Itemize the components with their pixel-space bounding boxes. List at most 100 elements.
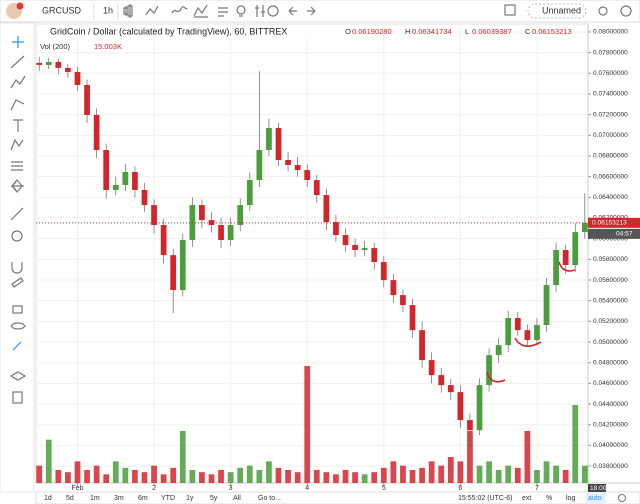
y-tick-label: 0.07600000 [593, 70, 628, 77]
volume-bar [562, 470, 569, 483]
symbol[interactable]: GRCUSD [42, 5, 82, 15]
candle-body [543, 285, 550, 326]
volume-bar [534, 470, 540, 483]
badge [16, 2, 24, 10]
volume-bar [419, 467, 425, 483]
volume-bar [218, 470, 224, 483]
volume-bar [55, 470, 62, 483]
volume-bar [581, 465, 588, 483]
y-tick-label: 0.04000000 [593, 442, 628, 449]
candle-body [237, 205, 244, 226]
candle-body [400, 295, 406, 306]
range-button[interactable]: 1y [186, 495, 194, 502]
candle-body [447, 385, 454, 393]
interval[interactable]: 1h [103, 5, 113, 15]
volume-bar [352, 472, 358, 483]
range-button[interactable]: 3m [114, 495, 124, 502]
drawing-tools[interactable] [9, 36, 27, 404]
candle-body [380, 262, 387, 281]
volume-bar [390, 461, 397, 483]
volume-bar [160, 474, 167, 483]
y-tick-label: 0.05800000 [593, 256, 628, 263]
candle-body [179, 240, 186, 291]
candle-body [390, 280, 397, 296]
range-button[interactable]: 6m [138, 495, 148, 502]
y-tick-label: 0.07400000 [593, 91, 628, 98]
volume-bar [438, 465, 445, 483]
range-button[interactable]: All [233, 495, 241, 502]
option-button[interactable]: auto [588, 495, 602, 502]
x-tick-label: Feb [71, 485, 83, 492]
y-tick-label: 0.04200000 [593, 421, 628, 428]
volume-bar [486, 461, 492, 483]
volume-bar [170, 467, 177, 483]
candle-body [438, 375, 445, 386]
left-toolbar [0, 22, 35, 493]
ohlc-value: 0.06341734 [412, 27, 452, 36]
volume-bar [189, 470, 196, 483]
volume-layer [36, 366, 588, 483]
candle-body [514, 318, 521, 331]
toolbar-icons[interactable] [123, 4, 516, 18]
layout-name[interactable]: Unnamed [542, 5, 581, 15]
option-button[interactable]: ext [522, 495, 531, 502]
candle-body [352, 245, 358, 251]
volume-bar [84, 470, 90, 483]
candle-body [45, 61, 52, 65]
candle-body [486, 355, 492, 386]
volume-bar [543, 461, 550, 483]
range-button[interactable]: 5d [66, 495, 74, 502]
candle-body [122, 172, 129, 186]
user-drawings[interactable] [486, 261, 576, 383]
candle-body [285, 160, 291, 165]
range-button[interactable]: YTD [161, 495, 175, 502]
settings-button[interactable] [618, 494, 626, 502]
settings-icons[interactable] [598, 5, 632, 17]
volume-bar [467, 431, 473, 483]
range-button[interactable]: 1d [44, 495, 52, 502]
ohlc-value: 0.06190280 [352, 27, 392, 36]
candle-body [93, 114, 100, 150]
candle-body [505, 318, 512, 346]
volume-bar [208, 474, 215, 483]
ohlc-key: H [405, 27, 410, 36]
y-tick-label: 0.07800000 [593, 49, 628, 56]
candle-body [313, 180, 320, 196]
volume-bar [524, 431, 531, 483]
option-button[interactable]: log [566, 495, 575, 502]
range-button[interactable]: 5y [210, 495, 218, 502]
y-tick-label: 0.06400000 [593, 194, 628, 201]
layout-button[interactable] [527, 3, 587, 19]
candle-body [65, 67, 71, 72]
volume-bar [457, 461, 464, 483]
volume-bar [476, 465, 483, 483]
volume-label: Vol (200) [40, 42, 71, 51]
clock: 15:55:02 (UTC-6) [458, 495, 512, 502]
volume-bar [553, 465, 559, 483]
candle-body [266, 127, 272, 150]
volume-bar [294, 472, 301, 483]
candle-body [55, 61, 62, 68]
candle-body [457, 392, 464, 421]
ohlc-value: 0.06153213 [532, 27, 572, 36]
candle-body [467, 420, 473, 431]
volume-bar [428, 461, 435, 483]
volume-bar [266, 461, 272, 483]
time-marker: 18:00 [590, 485, 607, 492]
candle-body [103, 149, 110, 190]
candle-body [524, 330, 531, 341]
goto[interactable]: Go to... [258, 495, 281, 502]
volume-bar [275, 467, 282, 483]
y-tick-label: 0.05400000 [593, 297, 628, 304]
y-tick-label: 0.05200000 [593, 318, 628, 325]
volume-bar [93, 465, 100, 483]
option-button[interactable]: % [546, 495, 552, 502]
candle-body [275, 127, 282, 161]
option-active [586, 493, 606, 503]
range-button[interactable]: 1m [90, 495, 100, 502]
candle-body [371, 248, 378, 263]
ohlc-value: 0.06039387 [472, 27, 512, 36]
candle-body [170, 255, 177, 291]
candle-body [112, 185, 119, 190]
